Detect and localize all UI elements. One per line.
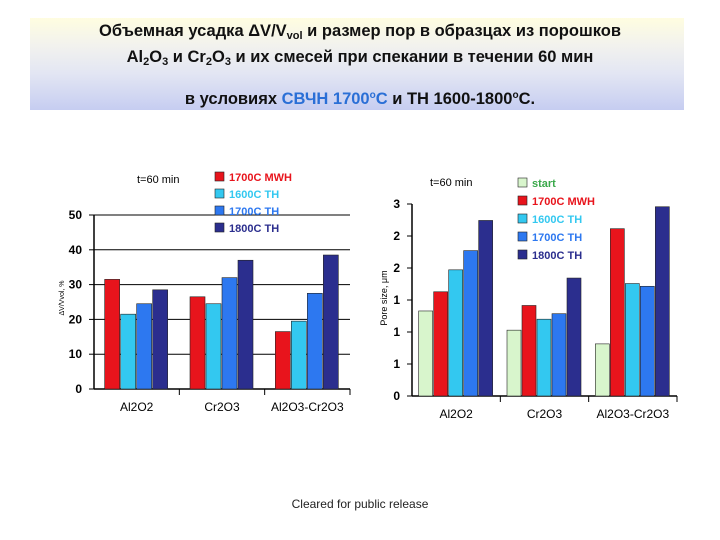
y-axis-label: ΔV/Vvol, % [59,280,66,315]
y-tick-label: 1 [393,357,400,371]
legend-label: 1700C MWH [532,196,595,208]
bar [566,277,582,397]
title-line-3: в условиях СВЧН 1700оС и ТН 1600-1800оС. [184,90,536,108]
footer-note: Cleared for public release [291,497,429,511]
bar [136,303,152,390]
title-line-2: Al2O3 и Cr2O3 и их смесей при спекании в… [126,48,594,68]
x-tick-label: Al2O3-Cr2O3 [596,407,669,421]
legend-swatch [517,195,528,206]
legend-swatch [517,249,528,260]
bar [625,283,640,397]
bar [610,228,625,397]
legend-label: 1800C TH [229,223,279,235]
bar [655,206,670,397]
bar [463,250,478,397]
legend-label: 1700C TH [532,232,582,244]
bar [478,220,493,397]
bar [595,343,610,397]
legend-label: 1700C TH [229,206,279,218]
legend-label: 1800C TH [532,250,582,262]
bar [323,254,339,390]
bar [152,289,168,390]
title-band [30,18,684,110]
legend-label: 1600C TH [229,189,279,201]
annotation-label: t=60 min [137,174,180,186]
bar [120,313,136,390]
legend-swatch [214,188,225,199]
bar [448,269,463,397]
legend-swatch [214,171,225,182]
legend-swatch [214,205,225,216]
y-tick-label: 40 [69,243,83,257]
y-tick-label: 0 [75,382,82,396]
y-tick-label: 3 [393,197,400,211]
bar [640,285,655,397]
y-tick-label: 30 [69,278,83,292]
y-tick-label: 1 [393,293,400,307]
legend-swatch [517,177,528,188]
bar [189,296,206,390]
y-tick-label: 0 [393,389,400,403]
bar [291,320,307,390]
bar [418,310,433,397]
bar [536,318,552,397]
y-tick-label: 20 [69,312,83,326]
y-tick-label: 2 [393,229,400,243]
annotation-label: t=60 min [430,177,473,189]
bar [237,259,254,390]
legend-swatch [517,213,528,224]
legend-label: 1600C TH [532,214,582,226]
x-tick-label: Cr2O3 [527,407,563,421]
legend-swatch [517,231,528,242]
bar [275,331,291,390]
y-tick-label: 10 [69,347,83,361]
bar [551,313,567,397]
bar [104,279,120,390]
x-tick-label: Cr2O3 [204,400,240,414]
title-line-1: Объемная усадка ΔV/Vvol и размер пор в о… [99,22,621,42]
bar [506,329,522,397]
y-tick-label: 50 [69,208,83,222]
y-tick-label: 1 [393,325,400,339]
bar [521,305,537,397]
x-tick-label: Al2O3-Cr2O3 [271,400,344,414]
y-tick-label: 2 [393,261,400,275]
legend-label: 1700C MWH [229,172,292,184]
bar [307,292,323,390]
legend-label: start [532,178,556,190]
bar [221,277,238,390]
bar [433,291,448,397]
x-tick-label: Al2O2 [439,407,473,421]
y-axis-label: Pore size, μm [379,270,389,325]
x-tick-label: Al2O2 [120,400,154,414]
bar [205,303,222,390]
legend-swatch [214,222,225,233]
